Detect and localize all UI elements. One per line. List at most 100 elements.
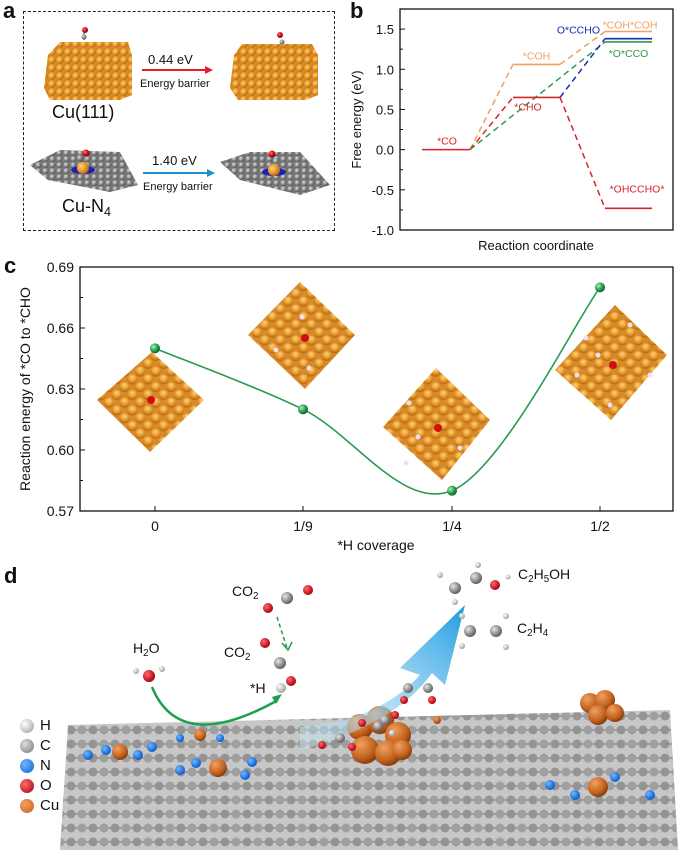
data-point-1-4 (447, 485, 457, 496)
ethylene-label-sub1: 2 (527, 627, 533, 639)
legend-swatch-c (20, 738, 34, 753)
legend-label-h: H (40, 717, 51, 734)
y-tick-label: 0.57 (47, 503, 74, 519)
level-label-occo: *O*CCO (609, 48, 649, 60)
catalyst-label-cun4-sub: 4 (104, 204, 112, 219)
y-axis-label: Reaction energy of *CO to *CHO (17, 287, 33, 491)
panel-b-letter: b (350, 0, 364, 23)
co2-gas-label: CO2 (232, 583, 258, 602)
connector-coh (469, 64, 514, 150)
reaction-energy-chart: 0.57 0.60 0.63 0.66 0.69 0 1/9 1/4 1/2 *H coverag… (17, 259, 674, 553)
legend-item-h: H (20, 717, 51, 734)
level-label-cohcoh: *COH*COH (603, 20, 658, 32)
cun4-sheet-final (220, 150, 330, 195)
data-point-1-2 (595, 282, 605, 293)
legend-label-n: N (40, 757, 51, 774)
legend-label-cu: Cu (40, 797, 60, 814)
h2o-label-h: H (133, 640, 144, 656)
barrier-label-cu111: Energy barrier (140, 78, 210, 90)
y-tick-label: 0.5 (376, 102, 394, 117)
cun4-sheet-initial (30, 149, 138, 192)
arrow-cu111 (142, 66, 213, 74)
y-tick-label: 0.66 (47, 320, 74, 336)
legend-swatch-n (20, 758, 34, 773)
adsorption-arrow (276, 616, 288, 649)
y-tick-label: 0.0 (376, 143, 394, 158)
mechanism-illustration (60, 562, 678, 850)
legend-swatch-o (20, 778, 34, 793)
co2-molecule-gas (263, 585, 313, 613)
h2o-label-o: O (148, 640, 160, 656)
proton-transfer-arrow (150, 686, 279, 726)
cu111-slab-initial (44, 27, 132, 100)
co2-molecule-adsorbed (260, 638, 296, 686)
x-tick-label: 0 (151, 518, 159, 534)
level-label-co: *CO (437, 136, 457, 148)
ethanol-label-sub2: 5 (543, 573, 550, 585)
legend-item-c: C (20, 737, 51, 754)
x-axis-label: *H coverage (337, 537, 414, 553)
ethanol-label-c: C (518, 566, 529, 582)
co2-gas-label-sub: 2 (253, 590, 259, 602)
free-energy-chart: -1.0 -0.5 0.0 0.5 1.0 1.5 Reaction coordinate F… (349, 8, 674, 253)
ethanol-label-oh: OH (549, 566, 571, 582)
ethylene-label-sub2: 4 (542, 627, 549, 639)
y-tick-label: -0.5 (372, 183, 394, 198)
slab-h-coverage-1-4 (383, 368, 490, 480)
data-point-0 (150, 343, 160, 354)
arrow-cun4 (143, 169, 215, 177)
co2-adsorbed-label-main: CO (224, 644, 245, 660)
ethylene-label-h: H (532, 620, 543, 636)
intermediate-molecules (318, 683, 436, 751)
slab-h-coverage-1-2 (555, 305, 667, 420)
x-axis-label: Reaction coordinate (478, 238, 594, 253)
panel-d-letter: d (4, 563, 18, 588)
y-axis-label: Free energy (eV) (349, 70, 364, 168)
panel-a-frame (23, 11, 335, 231)
co2-gas-label-main: CO (232, 583, 253, 599)
ethanol-molecule (437, 562, 511, 605)
panel-a-illustration (30, 27, 330, 195)
ethanol-label: C2H5OH (518, 566, 570, 585)
y-tick-label: -1.0 (372, 223, 394, 238)
barrier-value-cu111: 0.44 eV (148, 52, 193, 67)
slab-h-coverage-0 (97, 352, 204, 452)
catalyst-label-cun4-main: Cu-N (62, 196, 105, 216)
legend-label-o: O (40, 777, 52, 794)
connector-occo (469, 41, 606, 151)
cu-n4-sites (83, 716, 655, 800)
series-line (154, 286, 601, 495)
barrier-label-cun4: Energy barrier (143, 181, 213, 193)
ethylene-label: C2H4 (517, 620, 548, 639)
plot-frame (399, 8, 674, 231)
legend-swatch-cu (20, 798, 34, 813)
data-point-1-9 (298, 404, 308, 415)
ethanol-label-sub1: 2 (528, 573, 534, 585)
y-tick-label: 0.69 (47, 259, 74, 275)
ethanol-label-h: H (533, 566, 544, 582)
h2o-molecule (133, 666, 165, 682)
legend-label-c: C (40, 737, 51, 754)
co2-adsorbed-label: CO2 (224, 644, 250, 663)
co2-adsorbed-label-sub: 2 (245, 651, 251, 663)
cu-cluster-small (580, 690, 624, 725)
h-star-label: *H (250, 680, 266, 696)
panel-a-letter: a (3, 0, 16, 23)
connector-cho (469, 96, 514, 151)
graphene-sheet (60, 710, 678, 850)
x-tick-label: 1/4 (442, 518, 462, 534)
level-label-coh: *COH (523, 50, 550, 62)
connector-ohccho (559, 97, 606, 209)
h-atom (276, 683, 286, 693)
catalyst-label-cu111: Cu(111) (52, 102, 115, 122)
connector-occho (559, 38, 606, 98)
level-label-cho: *CHO (514, 101, 541, 113)
barrier-value-cun4: 1.40 eV (152, 153, 197, 168)
y-tick-label: 0.63 (47, 381, 74, 397)
h2o-label-sub: 2 (143, 647, 149, 659)
slab-h-coverage-1-9 (248, 282, 355, 389)
cu111-slab-final (230, 32, 318, 100)
level-label-ohccho: *OHCCHO* (610, 183, 665, 195)
y-tick-label: 1.5 (376, 22, 394, 37)
ethylene-molecule (459, 613, 509, 650)
